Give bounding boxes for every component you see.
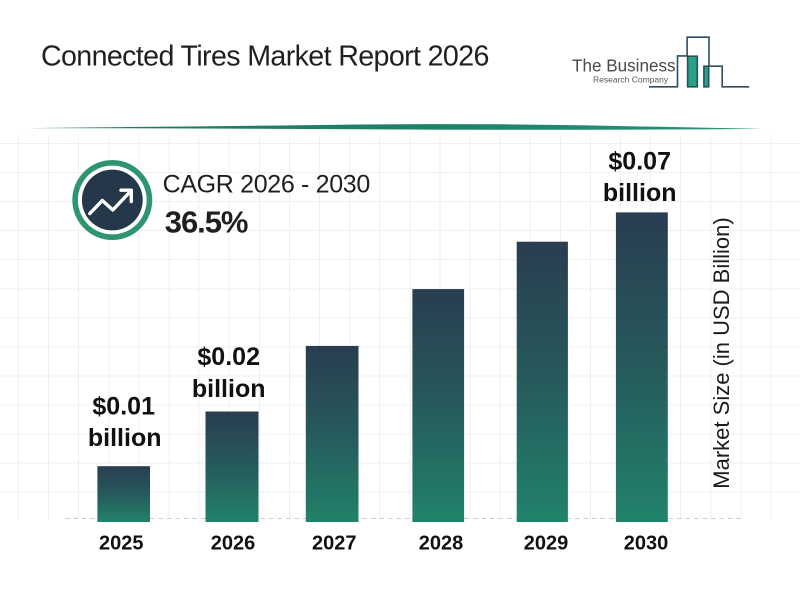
svg-text:Research Company: Research Company bbox=[593, 75, 669, 85]
svg-text:2028: 2028 bbox=[419, 533, 464, 555]
svg-text:2029: 2029 bbox=[524, 533, 569, 555]
svg-text:2030: 2030 bbox=[624, 533, 669, 555]
svg-text:The Business: The Business bbox=[572, 57, 676, 76]
svg-text:36.5%: 36.5% bbox=[165, 204, 248, 239]
svg-text:$0.07: $0.07 bbox=[608, 147, 671, 175]
svg-text:$0.02: $0.02 bbox=[197, 343, 260, 371]
svg-text:billion: billion bbox=[88, 424, 162, 452]
svg-text:$0.01: $0.01 bbox=[92, 393, 155, 421]
svg-text:2025: 2025 bbox=[99, 533, 144, 555]
svg-text:Connected Tires Market Report: Connected Tires Market Report 2026 bbox=[41, 41, 489, 73]
svg-text:billion: billion bbox=[603, 179, 677, 207]
svg-text:2027: 2027 bbox=[312, 533, 357, 555]
svg-text:billion: billion bbox=[192, 375, 266, 403]
svg-text:2026: 2026 bbox=[211, 533, 256, 555]
svg-text:Market Size (in USD Billion): Market Size (in USD Billion) bbox=[709, 217, 734, 488]
svg-text:CAGR 2026 - 2030: CAGR 2026 - 2030 bbox=[163, 171, 370, 199]
